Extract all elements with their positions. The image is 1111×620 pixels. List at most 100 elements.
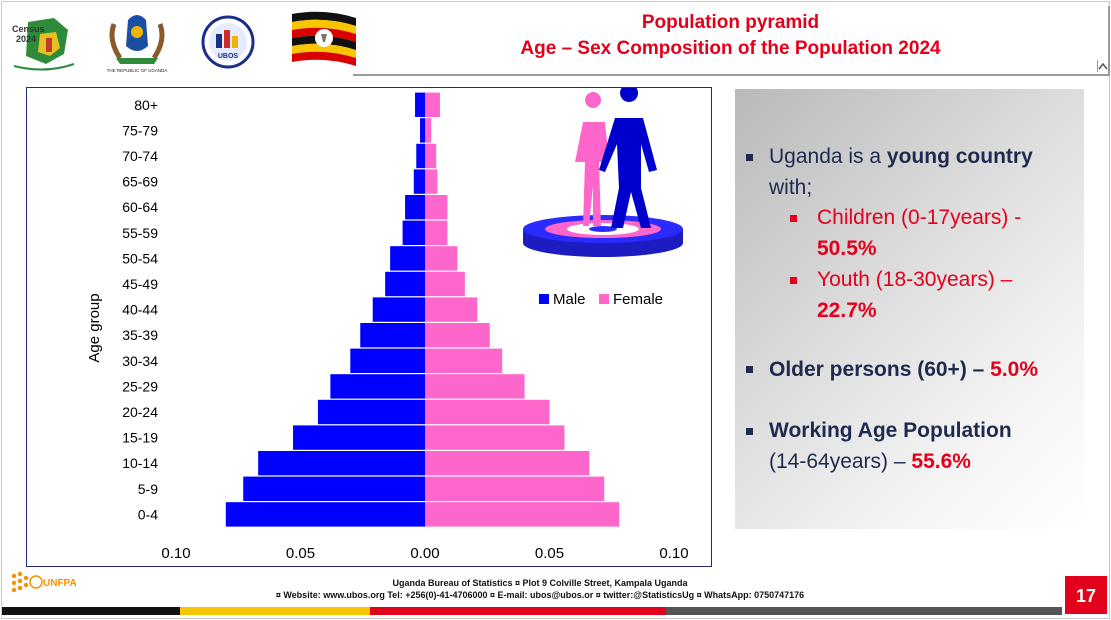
age-group-label: 80+ [134, 97, 158, 113]
children-share-label: Children (0-17years) - [817, 206, 1022, 229]
sub-bullet-icon [790, 215, 797, 222]
page-number: 17 [1065, 576, 1107, 614]
male-bar-10-14 [258, 451, 425, 476]
age-group-label: 50-54 [122, 250, 158, 266]
age-group-label: 0-4 [138, 506, 158, 522]
female-bar-55-59 [425, 220, 448, 245]
female-bar-15-19 [425, 425, 565, 450]
age-group-label: 5-9 [138, 481, 158, 497]
age-group-label: 45-49 [122, 276, 158, 292]
y-axis-label: Age group [86, 293, 103, 362]
age-group-label: 70-74 [122, 148, 158, 164]
uganda-coat-of-arms: THE REPUBLIC OF UGANDA [107, 15, 168, 73]
age-group-label: 15-19 [122, 430, 158, 446]
female-bar-5-9 [425, 476, 605, 501]
male-figure-icon [599, 84, 657, 228]
finding-young-country-bold: young country [886, 145, 1033, 168]
x-tick-label: 0.10 [161, 545, 190, 562]
slide-title: Population pyramid [641, 12, 820, 33]
finding-older-persons: Older persons (60+) – 5.0% [769, 354, 1038, 385]
male-bar-5-9 [243, 476, 425, 501]
male-bar-35-39 [360, 323, 425, 348]
male-bar-75-79 [420, 118, 425, 143]
male-bar-20-24 [317, 399, 425, 425]
youth-share-label: Youth (18-30years) – [817, 268, 1013, 291]
male-bar-70-74 [416, 143, 425, 169]
key-findings-panel: Uganda is a young country with; Children… [735, 89, 1084, 529]
age-group-label: 35-39 [122, 327, 158, 343]
pyramid-chart-svg: 0-4 5-9 10-14 15-19 20-24 25-29 30-34 35-39 40-4… [86, 84, 689, 562]
female-bar-0-4 [425, 502, 620, 527]
sub-bullet-icon [790, 277, 797, 284]
female-bar-75-79 [425, 118, 432, 143]
male-bar-50-54 [390, 246, 425, 271]
age-group-label: 10-14 [122, 455, 158, 471]
working-age-value: 55.6% [911, 450, 971, 473]
bullet-icon [746, 428, 753, 435]
census-2024-logo: Census 2024 [12, 18, 75, 71]
title-box: Population pyramid Age – Sex Composition… [353, 6, 1110, 76]
ubos-logo: UBOS [201, 15, 255, 69]
flag-stripe-yellow [180, 607, 370, 615]
age-group-label: 65-69 [122, 174, 158, 190]
male-bar-25-29 [330, 374, 425, 399]
male-bar-65-69 [413, 169, 425, 194]
legend-swatch-male [539, 294, 549, 304]
older-persons-value: 5.0% [990, 358, 1039, 381]
female-bar-70-74 [425, 143, 437, 169]
working-age-detail: (14-64years) – 55.6% [769, 446, 971, 477]
age-group-label: 40-44 [122, 302, 158, 318]
female-bar-65-69 [425, 169, 438, 194]
female-bar-80+ [425, 92, 440, 117]
female-bar-10-14 [425, 451, 590, 476]
female-bar-35-39 [425, 323, 490, 348]
x-tick-label: 0.05 [535, 545, 564, 562]
flag-stripe-grey [666, 607, 1062, 615]
female-bar-30-34 [425, 348, 503, 373]
male-bar-45-49 [385, 271, 425, 297]
female-bar-25-29 [425, 374, 525, 399]
female-bar-60-64 [425, 195, 448, 220]
legend-label-female: Female [613, 291, 663, 308]
female-bar-50-54 [425, 246, 458, 271]
finding-working-age: Working Age Population [769, 419, 1012, 442]
legend-label-male: Male [553, 291, 586, 308]
unfpa-logo: UNFPA [10, 570, 80, 602]
legend-swatch-female [599, 294, 609, 304]
uganda-flag [292, 11, 356, 66]
older-persons-label: Older persons (60+) – [769, 358, 991, 381]
age-group-label: 75-79 [122, 122, 158, 138]
x-tick-label: 0.05 [286, 545, 315, 562]
slide-subtitle: Age – Sex Composition of the Population … [520, 38, 941, 59]
pyramid-chart: 0-4 5-9 10-14 15-19 20-24 25-29 30-34 35-39 40-4… [26, 84, 712, 567]
female-bar-45-49 [425, 271, 465, 297]
male-bar-40-44 [372, 297, 425, 322]
male-bar-15-19 [293, 425, 425, 450]
age-group-label: 30-34 [122, 353, 158, 369]
scroll-up-icon[interactable] [1097, 60, 1108, 72]
bullet-icon [746, 366, 753, 373]
chart-legend: Male Female [539, 291, 663, 308]
logo-strip: Census 2024 THE REPUBLIC OF UGANDA UBOS [10, 8, 360, 74]
male-bar-60-64 [405, 195, 425, 220]
footer-contacts: ¤ Website: www.ubos.org Tel: +256(0)-41-… [275, 590, 805, 600]
female-figure-icon [575, 92, 609, 226]
female-bar-20-24 [425, 399, 550, 425]
svg-text:Census: Census [12, 24, 45, 34]
footer-address: Uganda Bureau of Statistics ¤ Plot 9 Col… [392, 578, 688, 588]
finding-young-country-pre: Uganda is a [769, 145, 887, 168]
x-tick-label: 0.10 [659, 545, 688, 562]
finding-young-country: Uganda is a young country [769, 141, 1033, 172]
bullet-icon [746, 154, 753, 161]
age-group-label: 20-24 [122, 404, 158, 420]
flag-stripe-black [2, 607, 180, 615]
finding-young-country-post: with; [769, 176, 813, 199]
podium-illustration [523, 84, 683, 257]
youth-share-value: 22.7% [817, 299, 877, 322]
male-bar-80+ [415, 92, 425, 117]
age-group-label: 60-64 [122, 199, 158, 215]
svg-text:2024: 2024 [16, 34, 36, 44]
children-share-value: 50.5% [817, 237, 877, 260]
svg-text:THE REPUBLIC OF UGANDA: THE REPUBLIC OF UGANDA [107, 68, 168, 73]
